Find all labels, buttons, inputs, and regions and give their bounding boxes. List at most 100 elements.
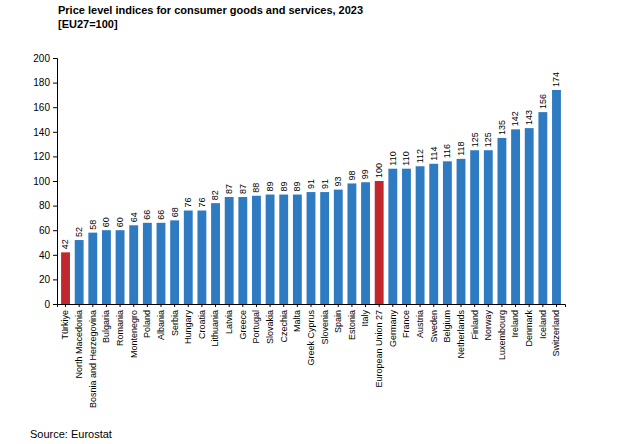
bar <box>211 203 220 304</box>
y-tick: 140 <box>33 127 57 138</box>
data-label: 52 <box>74 227 84 237</box>
data-label: 76 <box>197 198 207 208</box>
x-tick-mark <box>174 304 175 307</box>
x-axis: Türkiye North Macedonia Bosnia and Herzego… <box>58 304 566 408</box>
data-label: 60 <box>101 217 111 227</box>
x-tick-mark <box>106 304 107 307</box>
x-tick: Luxembourg <box>497 304 507 360</box>
x-tick-label: Bosnia and Herzegovina <box>88 310 98 408</box>
x-tick-label: Slovenia <box>320 310 330 345</box>
x-tick-label: Slovakia <box>265 310 275 344</box>
y-tick: 120 <box>33 151 57 162</box>
y-tick-label: 0 <box>44 299 50 310</box>
x-tick-label: Sweden <box>429 310 439 343</box>
bar <box>388 169 397 304</box>
x-tick: Belgium <box>442 304 452 343</box>
bar <box>225 197 234 304</box>
x-tick: Estonia <box>347 304 357 340</box>
data-label: 58 <box>88 220 98 230</box>
x-tick-mark <box>188 304 189 307</box>
bar <box>170 220 179 304</box>
x-tick-label: Norway <box>483 310 493 341</box>
y-tick: 20 <box>39 274 57 285</box>
x-tick-label: Spain <box>333 310 343 333</box>
x-tick-mark <box>529 304 530 307</box>
data-label: 114 <box>429 146 439 160</box>
source: Source: Eurostat <box>30 428 112 440</box>
data-label: 116 <box>442 144 452 158</box>
y-tick-mark <box>53 206 57 207</box>
data-label: 60 <box>115 217 125 227</box>
bar <box>484 150 493 304</box>
x-tick: Germany <box>388 304 398 347</box>
x-tick: Bosnia and Herzegovina <box>88 304 98 408</box>
data-label: 89 <box>279 182 289 192</box>
x-tick-label: Albania <box>156 310 166 340</box>
bar <box>279 195 288 304</box>
x-tick: Czechia <box>279 304 289 343</box>
data-label: 125 <box>470 132 480 147</box>
x-tick-label: Latvia <box>224 310 234 334</box>
y-tick-mark <box>53 304 57 305</box>
bar <box>293 195 302 304</box>
bar <box>61 252 70 304</box>
y-tick-mark <box>53 230 57 231</box>
x-tick: Albania <box>156 304 166 340</box>
x-tick-mark <box>447 304 448 307</box>
y-tick-mark <box>53 58 57 59</box>
bar <box>102 230 111 304</box>
x-tick-label: Denmark <box>524 310 534 347</box>
x-tick-mark <box>433 304 434 307</box>
x-tick-mark <box>379 304 380 307</box>
x-tick: Slovakia <box>265 304 275 344</box>
y-tick: 0 <box>44 299 57 310</box>
y-axis: 020406080100120140160180200 <box>33 53 57 310</box>
x-tick-label: Czechia <box>279 310 289 343</box>
data-label: 135 <box>497 120 507 135</box>
x-tick-label: North Macedonia <box>74 310 84 379</box>
x-tick: Austria <box>415 304 425 338</box>
y-tick: 180 <box>33 77 57 88</box>
data-label: 110 <box>388 151 398 165</box>
bar <box>361 182 370 304</box>
x-tick-mark <box>256 304 257 307</box>
data-label: 91 <box>306 179 316 189</box>
x-tick: European Union 27 <box>374 304 384 388</box>
y-tick: 60 <box>39 225 57 236</box>
x-tick-label: Montenegro <box>129 310 139 358</box>
y-tick-label: 140 <box>33 127 50 138</box>
bar <box>402 169 411 304</box>
x-tick: Montenegro <box>129 304 139 358</box>
x-tick-mark <box>133 304 134 307</box>
data-label: 99 <box>360 169 370 179</box>
x-tick-label: Türkiye <box>60 310 70 340</box>
x-tick-mark <box>474 304 475 307</box>
bar <box>88 233 97 304</box>
data-label: 100 <box>374 163 384 178</box>
bar <box>320 192 329 304</box>
x-tick-label: Ireland <box>510 310 520 338</box>
y-tick-mark <box>53 279 57 280</box>
x-tick-label: Austria <box>415 310 425 338</box>
y-tick-mark <box>53 107 57 108</box>
bar <box>307 192 316 304</box>
x-tick: Poland <box>142 304 152 338</box>
x-tick-label: Portugal <box>251 310 261 344</box>
y-tick-mark <box>53 255 57 256</box>
bar <box>334 190 343 304</box>
x-tick: Portugal <box>251 304 261 344</box>
x-tick: Switzerland <box>551 304 561 357</box>
data-label: 82 <box>210 190 220 200</box>
x-tick-mark <box>556 304 557 307</box>
data-label: 110 <box>401 151 411 165</box>
x-tick: Denmark <box>524 304 534 347</box>
x-tick-mark <box>365 304 366 307</box>
bar <box>443 161 452 304</box>
subtitle: [EU27=100] <box>58 18 118 30</box>
y-tick-label: 60 <box>39 225 51 236</box>
x-tick-label: Bulgaria <box>101 310 111 343</box>
x-tick-mark <box>147 304 148 307</box>
x-tick-mark <box>270 304 271 307</box>
bar <box>75 240 84 304</box>
x-tick: Netherlands <box>456 304 466 359</box>
